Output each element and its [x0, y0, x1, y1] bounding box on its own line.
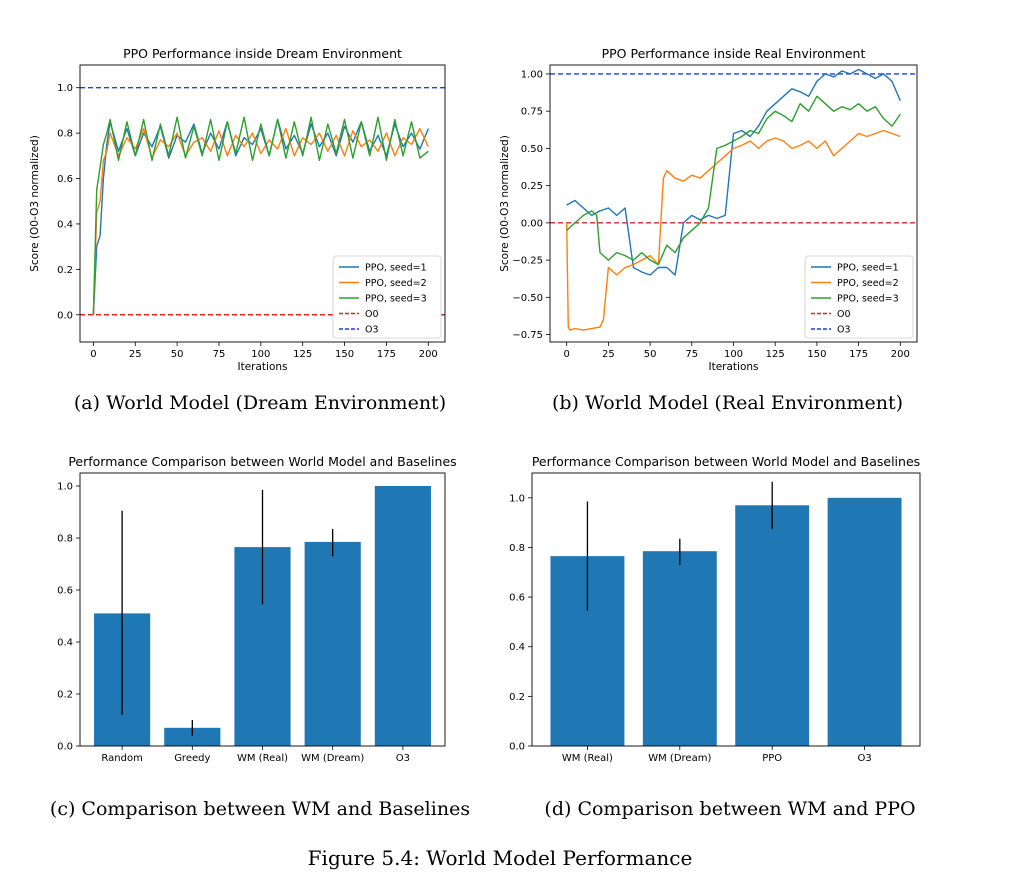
- legend-box: [804, 255, 914, 339]
- legend-label: PPO, seed=1: [837, 263, 899, 274]
- chart-wm-vs-ppo: Performance Comparison between World Mod…: [509, 454, 921, 764]
- x-tick-label: 25: [129, 349, 142, 360]
- caption-b: (b) World Model (Real Environment): [551, 392, 904, 414]
- x-tick-label: 150: [335, 349, 354, 360]
- legend-label: O0: [837, 309, 851, 320]
- x-tick-label: Random: [101, 753, 142, 764]
- y-tick-label: 0.2: [57, 265, 73, 276]
- plot-frame: [79, 64, 446, 343]
- x-tick-label: WM (Real): [562, 753, 613, 764]
- caption-d: (d) Comparison between WM and PPO: [544, 798, 916, 820]
- bar-o3: [827, 497, 902, 746]
- bar-greedy: [164, 727, 221, 746]
- x-axis-label: Iterations: [237, 361, 287, 373]
- x-tick-label: 125: [293, 349, 312, 360]
- x-axis-label: Iterations: [708, 361, 758, 373]
- y-tick-label: 1.00: [521, 69, 543, 80]
- plot-frame: [549, 64, 918, 343]
- x-tick-label: 50: [644, 349, 657, 360]
- y-tick-label: 0.6: [57, 586, 73, 597]
- y-tick-label: 0.4: [57, 638, 73, 649]
- y-tick-label: 0.6: [57, 174, 73, 185]
- x-tick-label: 125: [766, 349, 785, 360]
- legend-label: PPO, seed=1: [365, 263, 427, 274]
- caption-a: (a) World Model (Dream Environment): [73, 392, 447, 414]
- y-tick-label: 0.00: [521, 218, 543, 229]
- y-tick-label: −0.25: [512, 256, 543, 267]
- x-tick-label: 150: [807, 349, 826, 360]
- legend-label: PPO, seed=3: [365, 294, 427, 305]
- y-tick-label: 0.75: [521, 107, 543, 118]
- y-tick-label: 0.0: [57, 310, 73, 321]
- x-tick-label: WM (Dream): [648, 753, 711, 764]
- y-tick-label: 0.4: [57, 219, 73, 230]
- x-tick-label: 75: [685, 349, 698, 360]
- x-tick-label: 75: [213, 349, 226, 360]
- bar-wm-dream: [304, 541, 361, 746]
- y-tick-label: 1.0: [57, 83, 73, 94]
- chart-wm-vs-baselines: Performance Comparison between World Mod…: [57, 454, 457, 764]
- chart-title: PPO Performance inside Dream Environment: [123, 46, 402, 61]
- plot-frame: [79, 472, 446, 747]
- x-tick-label: 200: [419, 349, 438, 360]
- y-tick-label: 0.2: [57, 690, 73, 701]
- series-line-seed-1: [566, 68, 901, 276]
- figure-title: Figure 5.4: World Model Performance: [307, 846, 693, 870]
- y-tick-label: 1.0: [509, 493, 525, 504]
- y-tick-label: 0.25: [521, 181, 543, 192]
- y-tick-label: 0.6: [509, 593, 525, 604]
- plot-frame: [531, 472, 921, 747]
- chart-real-environment: PPO Performance inside Real Environment 0…: [499, 46, 918, 373]
- x-tick-label: 0: [563, 349, 569, 360]
- x-tick-label: 100: [251, 349, 270, 360]
- bar-wm-dream: [642, 551, 717, 746]
- legend-label: PPO, seed=3: [837, 294, 899, 305]
- legend-label: PPO, seed=2: [837, 278, 899, 289]
- y-tick-label: 0.8: [57, 534, 73, 545]
- y-tick-label: 0.4: [509, 642, 525, 653]
- y-tick-label: 0.8: [509, 543, 525, 554]
- x-tick-label: WM (Real): [237, 753, 288, 764]
- caption-c: (c) Comparison between WM and Baselines: [49, 798, 471, 820]
- x-tick-label: 0: [90, 349, 96, 360]
- y-tick-label: 0.50: [521, 144, 543, 155]
- legend-label: O0: [365, 309, 379, 320]
- x-tick-label: O3: [396, 753, 410, 764]
- x-tick-label: 50: [171, 349, 184, 360]
- y-tick-label: 0.0: [509, 742, 525, 753]
- chart-title: PPO Performance inside Real Environment: [602, 46, 866, 61]
- legend: PPO, seed=1 PPO, seed=2 PPO, seed=3 O0 O3: [332, 255, 442, 339]
- x-tick-label: Greedy: [174, 753, 210, 764]
- x-tick-label: 100: [724, 349, 743, 360]
- x-tick-label: 25: [602, 349, 615, 360]
- legend-box: [332, 255, 442, 339]
- legend: PPO, seed=1 PPO, seed=2 PPO, seed=3 O0 O3: [804, 255, 914, 339]
- legend-label: O3: [837, 325, 851, 336]
- series-line-seed-3: [92, 116, 429, 315]
- x-tick-label: PPO: [762, 753, 782, 764]
- x-tick-label: O3: [857, 753, 871, 764]
- y-tick-label: 1.0: [57, 482, 73, 493]
- x-tick-label: 200: [891, 349, 910, 360]
- legend-label: PPO, seed=2: [365, 278, 427, 289]
- series-line-seed-2: [566, 129, 901, 331]
- bar-ppo: [735, 505, 810, 746]
- y-tick-label: −0.75: [512, 330, 543, 341]
- chart-title: Performance Comparison between World Mod…: [532, 454, 920, 469]
- y-axis-label: Score (O0-O3 normalized): [29, 135, 41, 272]
- series-line-seed-3: [566, 95, 901, 266]
- y-tick-label: 0.8: [57, 129, 73, 140]
- legend-label: O3: [365, 325, 379, 336]
- x-tick-label: 175: [377, 349, 396, 360]
- x-tick-label: 175: [849, 349, 868, 360]
- y-tick-label: 0.0: [57, 742, 73, 753]
- bar-o3: [374, 486, 431, 746]
- y-tick-label: −0.50: [512, 293, 543, 304]
- y-axis-label: Score (O0-O3 normalized): [499, 135, 511, 272]
- chart-dream-environment: PPO Performance inside Dream Environment…: [29, 46, 446, 373]
- chart-title: Performance Comparison between World Mod…: [68, 454, 456, 469]
- y-tick-label: 0.2: [509, 692, 525, 703]
- x-tick-label: WM (Dream): [301, 753, 364, 764]
